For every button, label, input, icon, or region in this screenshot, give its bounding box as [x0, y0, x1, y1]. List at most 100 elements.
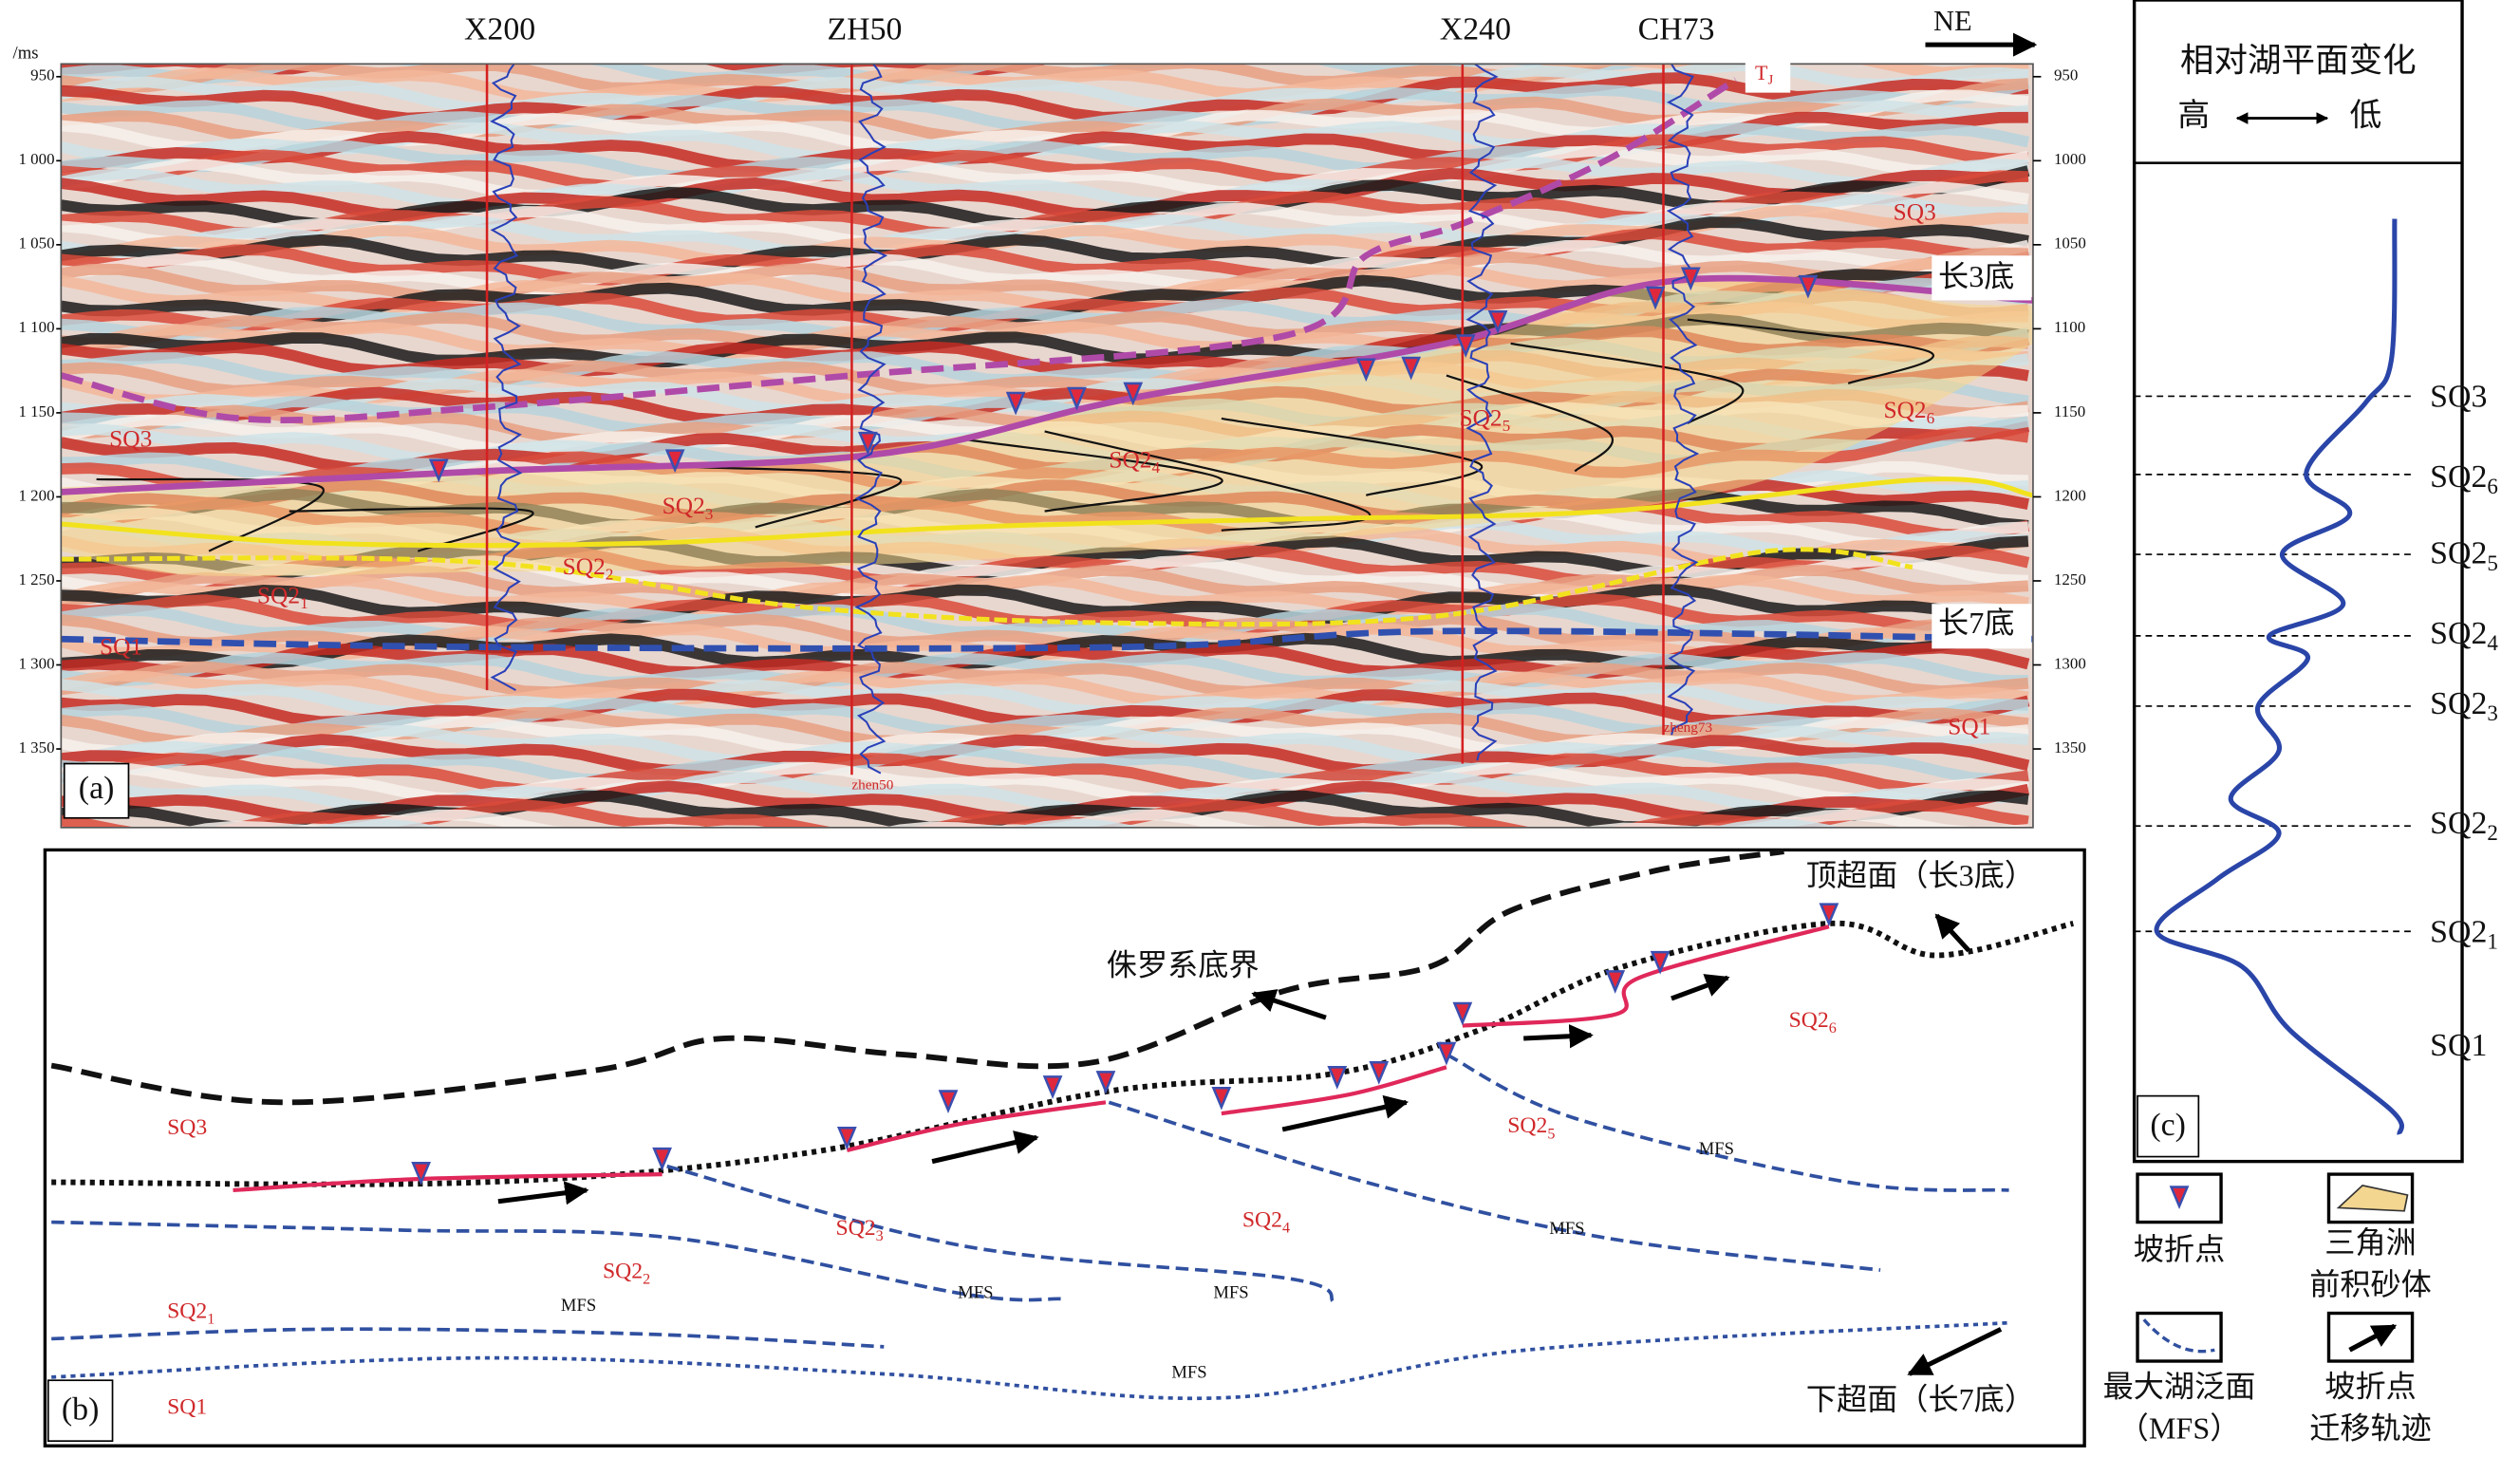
- label-box: [1932, 604, 2032, 649]
- legend-label: 坡折点: [2324, 1370, 2416, 1404]
- mfs-line: [1446, 1053, 2009, 1192]
- seismic-band: [61, 228, 2029, 286]
- clinoform: [1044, 430, 1372, 532]
- seq-base: SQ2: [1789, 1009, 1829, 1034]
- break-point: [1650, 950, 1671, 975]
- mfs-label: MFS: [1213, 1283, 1248, 1303]
- sequence-label: SQ23: [835, 1216, 883, 1243]
- seismic-band: [61, 144, 2029, 201]
- break-point: [1436, 1041, 1457, 1066]
- seq-sub: 2: [2487, 822, 2498, 846]
- break-point: [1327, 1066, 1348, 1090]
- label-box: [1932, 255, 2032, 301]
- y-tick-label: 1 050: [18, 234, 54, 252]
- seq-sub: 5: [1503, 417, 1511, 435]
- surface-label: 下超面（长7底）: [1806, 1382, 2035, 1416]
- break-point: [836, 1127, 857, 1150]
- seq-sub: 2: [643, 1271, 650, 1287]
- y-tick-label: 1 300: [18, 654, 54, 672]
- sequence-label: SQ25: [2430, 536, 2498, 576]
- seq-sub: 1: [207, 1311, 215, 1327]
- seismic-band: [61, 64, 2029, 114]
- clinoform: [1221, 417, 1484, 496]
- sequence-label: SQ3: [1894, 198, 1936, 225]
- mfs-line: [51, 1320, 2009, 1401]
- sequence-label: SQ23: [2430, 686, 2498, 726]
- jurassic-base: [61, 77, 1738, 423]
- label-box: [2137, 1094, 2200, 1158]
- well-tag: zhen50: [851, 777, 893, 794]
- seq-base: SQ2: [2430, 459, 2487, 495]
- migration-arrow: [1523, 1024, 1594, 1049]
- sequence-label: SQ1: [2430, 1028, 2487, 1063]
- sequence-label: SQ23: [663, 493, 714, 523]
- break-point: [1355, 358, 1376, 383]
- top-surface-b: [51, 920, 2074, 1187]
- break-point: [1680, 267, 1701, 291]
- clinoform: [96, 477, 325, 552]
- well-name: X200: [464, 11, 535, 47]
- clinoform: [963, 438, 1223, 513]
- seq-sub: 6: [1829, 1020, 1837, 1037]
- mfs-label: MFS: [958, 1283, 993, 1303]
- sequence-label: SQ25: [1507, 1114, 1555, 1142]
- sequence-label: SQ21: [257, 582, 308, 612]
- legend-label: 迁移轨迹: [2309, 1410, 2432, 1445]
- y-tick-label: 1300: [2054, 654, 2086, 672]
- horizon-label: 长3底: [1938, 259, 2014, 293]
- mfs-label: MFS: [1549, 1219, 1584, 1239]
- well-tag: zheng73: [1664, 719, 1713, 736]
- yellow-horizon: [61, 547, 1913, 627]
- sequence-label: SQ24: [1242, 1208, 1290, 1236]
- seismic-band: [61, 761, 2029, 805]
- break-point: [664, 449, 685, 474]
- y-tick-label: 1100: [2054, 318, 2085, 336]
- seq-sub: 1: [300, 594, 308, 612]
- seismic-band: [61, 157, 2029, 212]
- migration-arrow: [1907, 1327, 2003, 1376]
- y-tick-label: 1000: [2054, 150, 2086, 168]
- sequence-label: SQ25: [1459, 405, 1510, 436]
- clinoform: [1687, 318, 1934, 384]
- y-tick-label: 1 000: [18, 150, 54, 168]
- seq-base: SQ2: [2430, 616, 2487, 651]
- seq-sub: 5: [2487, 551, 2498, 575]
- clinoform: [289, 507, 534, 552]
- break-point: [1211, 1086, 1232, 1111]
- break-point: [1067, 386, 1087, 411]
- y-tick-label: 1 100: [18, 318, 54, 336]
- break-trail: [1221, 1065, 1447, 1116]
- break-point: [411, 1162, 431, 1186]
- seq-sub: 6: [1927, 409, 1935, 427]
- seismic-band: [61, 743, 2029, 786]
- clinoform: [675, 465, 903, 529]
- break-point: [1487, 309, 1508, 334]
- seq-base: SQ2: [1242, 1208, 1282, 1233]
- seismic-band: [61, 64, 1049, 76]
- horizon-label: 长7底: [1938, 606, 2014, 640]
- sequence-label: SQ26: [1789, 1009, 1837, 1037]
- surface-label: 顶超面（长3底）: [1806, 858, 2035, 892]
- sequence-label: SQ26: [2430, 459, 2498, 499]
- sequence-label: SQ1: [1948, 713, 1990, 739]
- break-point: [1605, 970, 1626, 994]
- sequence-label: SQ22: [2430, 806, 2498, 846]
- label-box: [1745, 60, 1791, 93]
- sequence-label: SQ24: [2430, 616, 2498, 656]
- sequence-label: SQ3: [2430, 380, 2487, 415]
- migration-arrow: [1671, 974, 1730, 1001]
- mfs-line: [51, 1220, 1061, 1302]
- well-log: [490, 64, 523, 691]
- seq-base: SQ3: [2430, 380, 2487, 415]
- seq-base: SQ2: [2430, 536, 2487, 571]
- break-point: [1005, 391, 1026, 416]
- sequence-label: SQ21: [2430, 914, 2498, 954]
- well-name: ZH50: [827, 11, 902, 47]
- y-tick-label: 1350: [2054, 738, 2086, 757]
- y-tick-label: 1 150: [18, 402, 54, 420]
- legend-label: （MFS）: [2119, 1410, 2241, 1445]
- seq-base: SQ2: [835, 1216, 875, 1241]
- break-point: [1452, 1001, 1473, 1026]
- break-point: [1123, 382, 1144, 406]
